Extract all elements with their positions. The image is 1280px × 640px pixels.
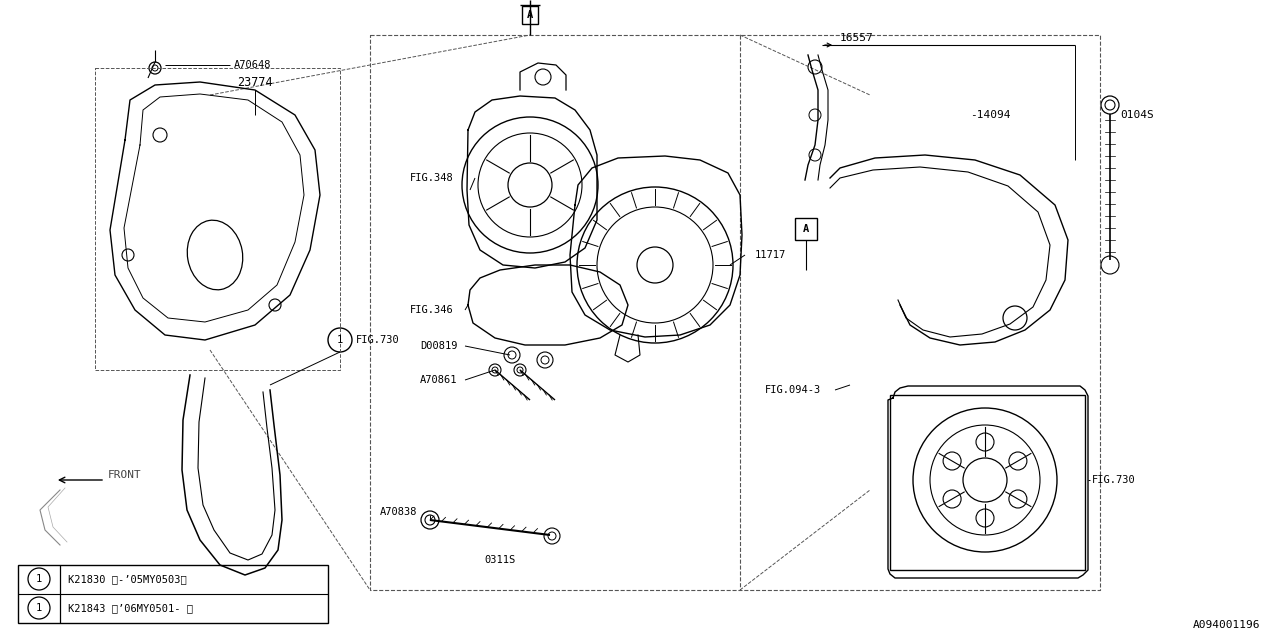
Text: 11717: 11717 <box>755 250 786 260</box>
Bar <box>890 395 1085 570</box>
Text: 0104S: 0104S <box>1120 110 1153 120</box>
Text: D00819: D00819 <box>420 341 457 351</box>
Text: FIG.730: FIG.730 <box>1092 475 1135 485</box>
Text: FIG.730: FIG.730 <box>356 335 399 345</box>
Text: A70838: A70838 <box>380 507 417 517</box>
Text: A70861: A70861 <box>420 375 457 385</box>
Text: 1: 1 <box>36 603 42 613</box>
Bar <box>522 6 538 24</box>
Text: A: A <box>527 10 534 20</box>
Bar <box>18 565 328 623</box>
Text: 23774: 23774 <box>237 77 273 90</box>
Text: A094001196: A094001196 <box>1193 620 1260 630</box>
Text: K21830 〈-’05MY0503〉: K21830 〈-’05MY0503〉 <box>68 574 187 584</box>
Text: K21843 〈’06MY0501- 〉: K21843 〈’06MY0501- 〉 <box>68 603 193 613</box>
Bar <box>795 218 817 240</box>
Text: FIG.094-3: FIG.094-3 <box>765 385 822 395</box>
Text: -14094: -14094 <box>970 110 1010 120</box>
Text: 1: 1 <box>36 574 42 584</box>
Text: FIG.346: FIG.346 <box>410 305 453 315</box>
Text: FRONT: FRONT <box>108 470 142 480</box>
Text: 0311S: 0311S <box>484 555 516 565</box>
Text: FIG.348: FIG.348 <box>410 173 453 183</box>
Text: 16557: 16557 <box>840 33 874 43</box>
Text: A: A <box>803 224 809 234</box>
Text: A70648: A70648 <box>234 60 271 70</box>
Text: 1: 1 <box>337 335 343 345</box>
